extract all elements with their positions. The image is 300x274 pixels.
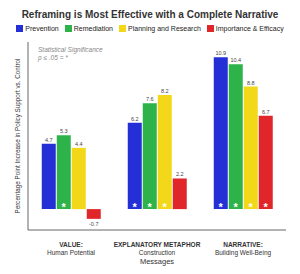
svg-text:VALUE:: VALUE: — [59, 241, 83, 248]
html-text:Planning and Research: Planning and Research — [128, 24, 201, 32]
svg-text:*: * — [148, 201, 153, 213]
svg-text:NARRATIVE:: NARRATIVE: — [223, 241, 263, 248]
svg-text:Percentage Point Increase in P: Percentage Point Increase in Policy Supp… — [14, 58, 22, 213]
html-text:Importance & Efficacy: Importance & Efficacy — [215, 24, 284, 32]
svg-text:8.8: 8.8 — [247, 80, 255, 86]
svg-text:10.4: 10.4 — [230, 57, 241, 63]
svg-text:4.4: 4.4 — [75, 141, 83, 147]
html-text:Reframing is Most Effective wi: Reframing is Most Effective with a Compl… — [21, 9, 279, 20]
svg-text:Building Well-Being: Building Well-Being — [215, 249, 272, 257]
svg-text:Messages: Messages — [140, 257, 174, 266]
svg-text:4.7: 4.7 — [45, 137, 53, 143]
svg-text:2.2: 2.2 — [176, 171, 184, 177]
svg-text:10.9: 10.9 — [215, 50, 226, 56]
svg-text:*: * — [62, 201, 67, 213]
svg-text:*: * — [264, 201, 269, 213]
svg-text:Construction: Construction — [139, 249, 176, 256]
svg-text:5.3: 5.3 — [60, 128, 68, 134]
html-text:Statistical Significance: Statistical Significance — [38, 46, 103, 53]
svg-text:6.7: 6.7 — [262, 109, 270, 115]
html-text:p ≤ .05 = *: p ≤ .05 = * — [38, 54, 68, 61]
html-text:Remediation: Remediation — [73, 24, 113, 32]
svg-text:Human Potential: Human Potential — [47, 249, 96, 256]
svg-text:*: * — [249, 201, 254, 213]
svg-text:-0.7: -0.7 — [89, 221, 98, 227]
svg-text:*: * — [234, 201, 239, 213]
svg-text:6.2: 6.2 — [131, 116, 139, 122]
svg-text:*: * — [133, 201, 138, 213]
svg-text:EXPLANATORY METAPHOR: EXPLANATORY METAPHOR — [114, 241, 201, 248]
svg-text:8.2: 8.2 — [161, 88, 169, 94]
svg-text:7.6: 7.6 — [146, 96, 154, 102]
html-text:Prevention: Prevention — [25, 24, 59, 32]
svg-text:*: * — [163, 201, 168, 213]
svg-text:*: * — [219, 201, 224, 213]
